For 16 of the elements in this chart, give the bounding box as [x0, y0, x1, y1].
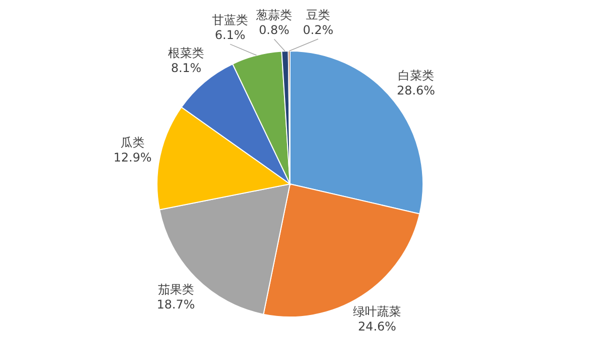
slice-label: 葱蒜类: [256, 8, 292, 22]
data-label: 24.6%: [358, 319, 396, 334]
slice-label: 豆类: [306, 8, 330, 22]
slice-label: 甘蓝类: [212, 13, 248, 28]
slice-label: 茄果类: [158, 282, 194, 296]
data-label: 28.6%: [396, 84, 436, 98]
slice-label: 根菜类: [168, 46, 204, 60]
slice-label: 瓜类: [120, 135, 145, 150]
slice-label: 绿叶蔬菜: [353, 304, 402, 318]
data-label: 8.1%: [170, 60, 202, 75]
data-label: 12.9%: [113, 150, 152, 164]
data-label: 18.7%: [156, 297, 195, 312]
slice-label: 白菜类: [398, 68, 434, 83]
data-label: 0.8%: [258, 23, 290, 38]
data-label: 0.2%: [302, 23, 334, 38]
data-label: 6.1%: [214, 28, 246, 42]
